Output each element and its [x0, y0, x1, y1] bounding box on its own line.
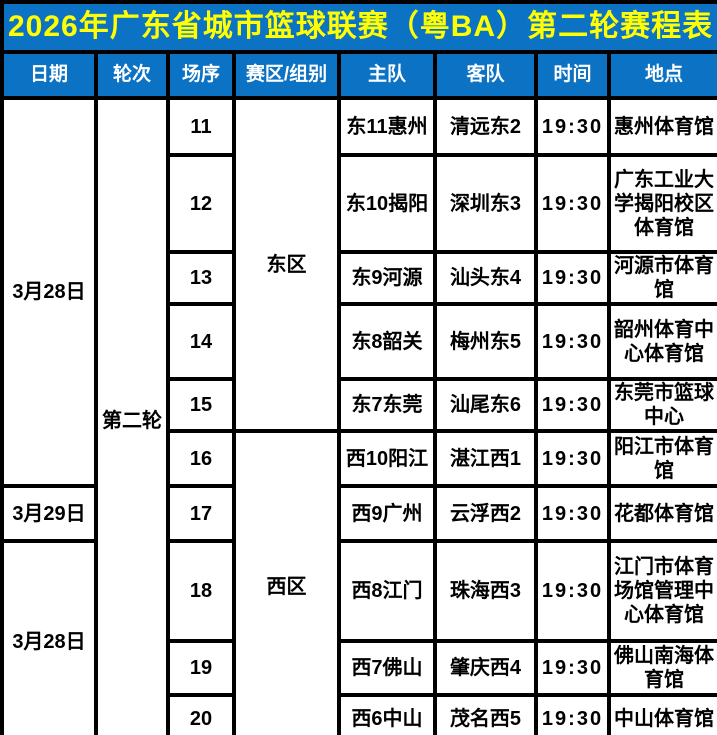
- venue-cell: 惠州体育馆: [606, 96, 717, 157]
- time-cell: 19:30: [534, 639, 611, 697]
- col-header-round: 轮次: [94, 50, 170, 100]
- venue-cell: 广东工业大学揭阳校区体育馆: [606, 153, 717, 254]
- date-cell: 3月28日: [0, 96, 98, 488]
- table-row: 20 西6中山 茂名西5 19:30 中山体育馆: [2, 693, 717, 735]
- seq-cell: 15: [166, 377, 236, 433]
- table-row: 16 西区 西10阳江 湛江西1 19:30 阳江市体育馆: [2, 429, 717, 735]
- col-header-seq: 场序: [166, 50, 236, 100]
- home-team-cell: 东8韶关: [337, 302, 437, 381]
- col-header-away: 客队: [433, 50, 538, 100]
- away-team-cell: 湛江西1: [433, 429, 538, 488]
- home-team-cell: 东11惠州: [337, 96, 437, 157]
- home-team-cell: 西8江门: [337, 539, 437, 643]
- time-cell: 19:30: [534, 96, 611, 157]
- home-team-cell: 东10揭阳: [337, 153, 437, 254]
- away-team-cell: 深圳东3: [433, 153, 538, 254]
- away-team-cell: 汕头东4: [433, 250, 538, 306]
- table-row: 15 东7东莞 汕尾东6 19:30 东莞市篮球中心: [2, 377, 717, 433]
- home-team-cell: 西7佛山: [337, 639, 437, 697]
- home-team-cell: 西10阳江: [337, 429, 437, 488]
- away-team-cell: 汕尾东6: [433, 377, 538, 433]
- seq-cell: 18: [166, 539, 236, 643]
- away-team-cell: 珠海西3: [433, 539, 538, 643]
- time-cell: 19:30: [534, 539, 611, 643]
- venue-cell: 佛山南海体育馆: [606, 639, 717, 697]
- header-row: 日期 轮次 场序 赛区/组别 主队 客队 时间 地点: [0, 50, 717, 100]
- seq-cell: 11: [166, 96, 236, 157]
- date-cell: 3月28日: [0, 539, 98, 735]
- time-cell: 19:30: [534, 377, 611, 433]
- home-team-cell: 西6中山: [337, 693, 437, 735]
- away-team-cell: 茂名西5: [433, 693, 538, 735]
- time-cell: 19:30: [534, 429, 611, 488]
- col-header-time: 时间: [534, 50, 611, 100]
- venue-cell: 河源市体育馆: [606, 250, 717, 306]
- away-team-cell: 云浮西2: [433, 484, 538, 543]
- seq-cell: 16: [166, 429, 236, 488]
- time-cell: 19:30: [534, 250, 611, 306]
- seq-cell: 20: [166, 693, 236, 735]
- away-team-cell: 清远东2: [433, 96, 538, 157]
- seq-cell: 12: [166, 153, 236, 254]
- venue-cell: 阳江市体育馆: [606, 429, 717, 488]
- venue-cell: 韶州体育中心体育馆: [606, 302, 717, 381]
- zone-cell: 西区: [232, 429, 341, 735]
- table-row: 3月29日 17 西9广州 云浮西2 19:30 花都体育馆: [0, 484, 717, 543]
- away-team-cell: 梅州东5: [433, 302, 538, 381]
- time-cell: 19:30: [534, 153, 611, 254]
- venue-cell: 江门市体育场馆管理中心体育馆: [606, 539, 717, 643]
- seq-cell: 13: [166, 250, 236, 306]
- col-header-date: 日期: [0, 50, 98, 100]
- time-cell: 19:30: [534, 302, 611, 381]
- table-row: 3月28日 18 西8江门 珠海西3 19:30 江门市体育场馆管理中心体育馆: [0, 539, 717, 735]
- page-title: 2026年广东省城市篮球联赛（粤BA）第二轮赛程表: [0, 0, 717, 54]
- time-cell: 19:30: [534, 693, 611, 735]
- time-cell: 19:30: [534, 484, 611, 543]
- home-team-cell: 东9河源: [337, 250, 437, 306]
- seq-cell: 17: [166, 484, 236, 543]
- away-team-cell: 肇庆西4: [433, 639, 538, 697]
- venue-cell: 东莞市篮球中心: [606, 377, 717, 433]
- seq-cell: 19: [166, 639, 236, 697]
- venue-cell: 花都体育馆: [606, 484, 717, 543]
- round-cell: 第二轮: [94, 96, 170, 735]
- home-team-cell: 西9广州: [337, 484, 437, 543]
- seq-cell: 14: [166, 302, 236, 381]
- table-row: 14 东8韶关 梅州东5 19:30 韶州体育中心体育馆: [2, 302, 717, 381]
- col-header-zone: 赛区/组别: [232, 50, 341, 100]
- venue-cell: 中山体育馆: [606, 693, 717, 735]
- col-header-venue: 地点: [606, 50, 717, 100]
- zone-cell: 东区: [232, 96, 341, 433]
- date-cell: 3月29日: [0, 484, 98, 543]
- home-team-cell: 东7东莞: [337, 377, 437, 433]
- table-row: 3月28日 第二轮 11 东区 东11惠州 清远东2 19:30 惠州体育馆: [0, 96, 717, 735]
- table-row: 13 东9河源 汕头东4 19:30 河源市体育馆: [2, 250, 717, 306]
- table-row: 12 东10揭阳 深圳东3 19:30 广东工业大学揭阳校区体育馆: [2, 153, 717, 254]
- table-row: 19 西7佛山 肇庆西4 19:30 佛山南海体育馆: [2, 639, 717, 697]
- col-header-home: 主队: [337, 50, 437, 100]
- title-row: 2026年广东省城市篮球联赛（粤BA）第二轮赛程表: [0, 0, 717, 54]
